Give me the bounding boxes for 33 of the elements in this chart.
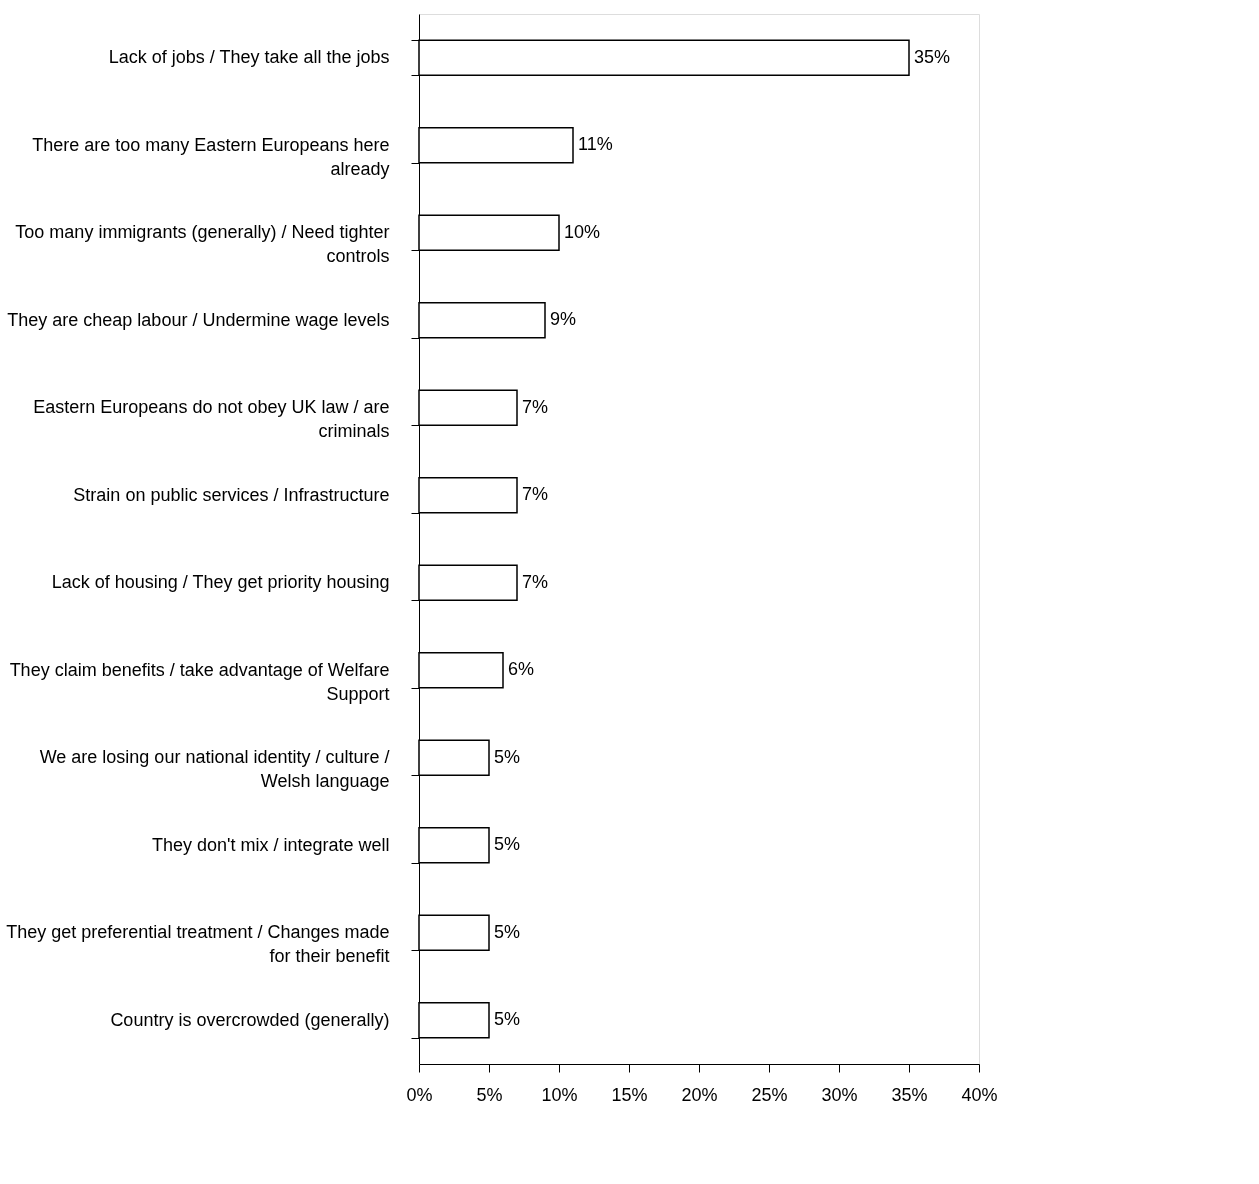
x-tick-label: 10%: [541, 1084, 578, 1105]
y-tick-label: They claim benefits / take advantage of Welfare Support: [9, 659, 390, 704]
y-tick-label: Lack of jobs / They take all the jobs: [108, 47, 390, 68]
data-label: 7%: [522, 571, 549, 592]
y-tick-label: Strain on public services / Infrastructure: [73, 484, 390, 505]
data-label: 9%: [550, 309, 577, 330]
data-label: 7%: [522, 484, 549, 505]
x-tick-label: 15%: [611, 1084, 648, 1105]
x-tick-label: 5%: [476, 1084, 503, 1105]
data-label: 6%: [508, 659, 535, 680]
y-tick-label: Eastern Europeans do not obey UK law / are criminals: [33, 397, 390, 442]
data-label: 7%: [522, 396, 549, 417]
y-tick-label: They are cheap labour / Undermine wage levels: [7, 309, 390, 330]
x-tick-label: 30%: [821, 1084, 858, 1105]
x-tick-label: 35%: [891, 1084, 928, 1105]
data-label: 11%: [578, 134, 613, 155]
x-tick-label: 0%: [406, 1084, 433, 1105]
data-label: 5%: [494, 921, 521, 942]
x-tick-label: 25%: [751, 1084, 788, 1105]
data-label: 5%: [494, 834, 521, 855]
data-label: 5%: [494, 746, 521, 767]
x-tick-label: 20%: [681, 1084, 718, 1105]
y-tick-label: There are too many Eastern Europeans here already: [32, 134, 390, 179]
y-tick-label: Country is overcrowded (generally): [110, 1009, 390, 1030]
data-label: 5%: [494, 1009, 521, 1030]
y-tick-label: Lack of housing / They get priority housing: [51, 572, 390, 593]
data-label: 10%: [564, 221, 601, 242]
data-label: 35%: [914, 46, 951, 67]
y-tick-label: Too many immigrants (generally) / Need tighter controls: [15, 222, 390, 267]
y-tick-label: They don't mix / integrate well: [151, 834, 390, 855]
y-tick-label: We are losing our national identity / culture / Welsh language: [39, 747, 390, 792]
y-tick-label: They get preferential treatment / Changes made for their benefit: [6, 922, 390, 967]
x-tick-label: 40%: [961, 1084, 998, 1105]
